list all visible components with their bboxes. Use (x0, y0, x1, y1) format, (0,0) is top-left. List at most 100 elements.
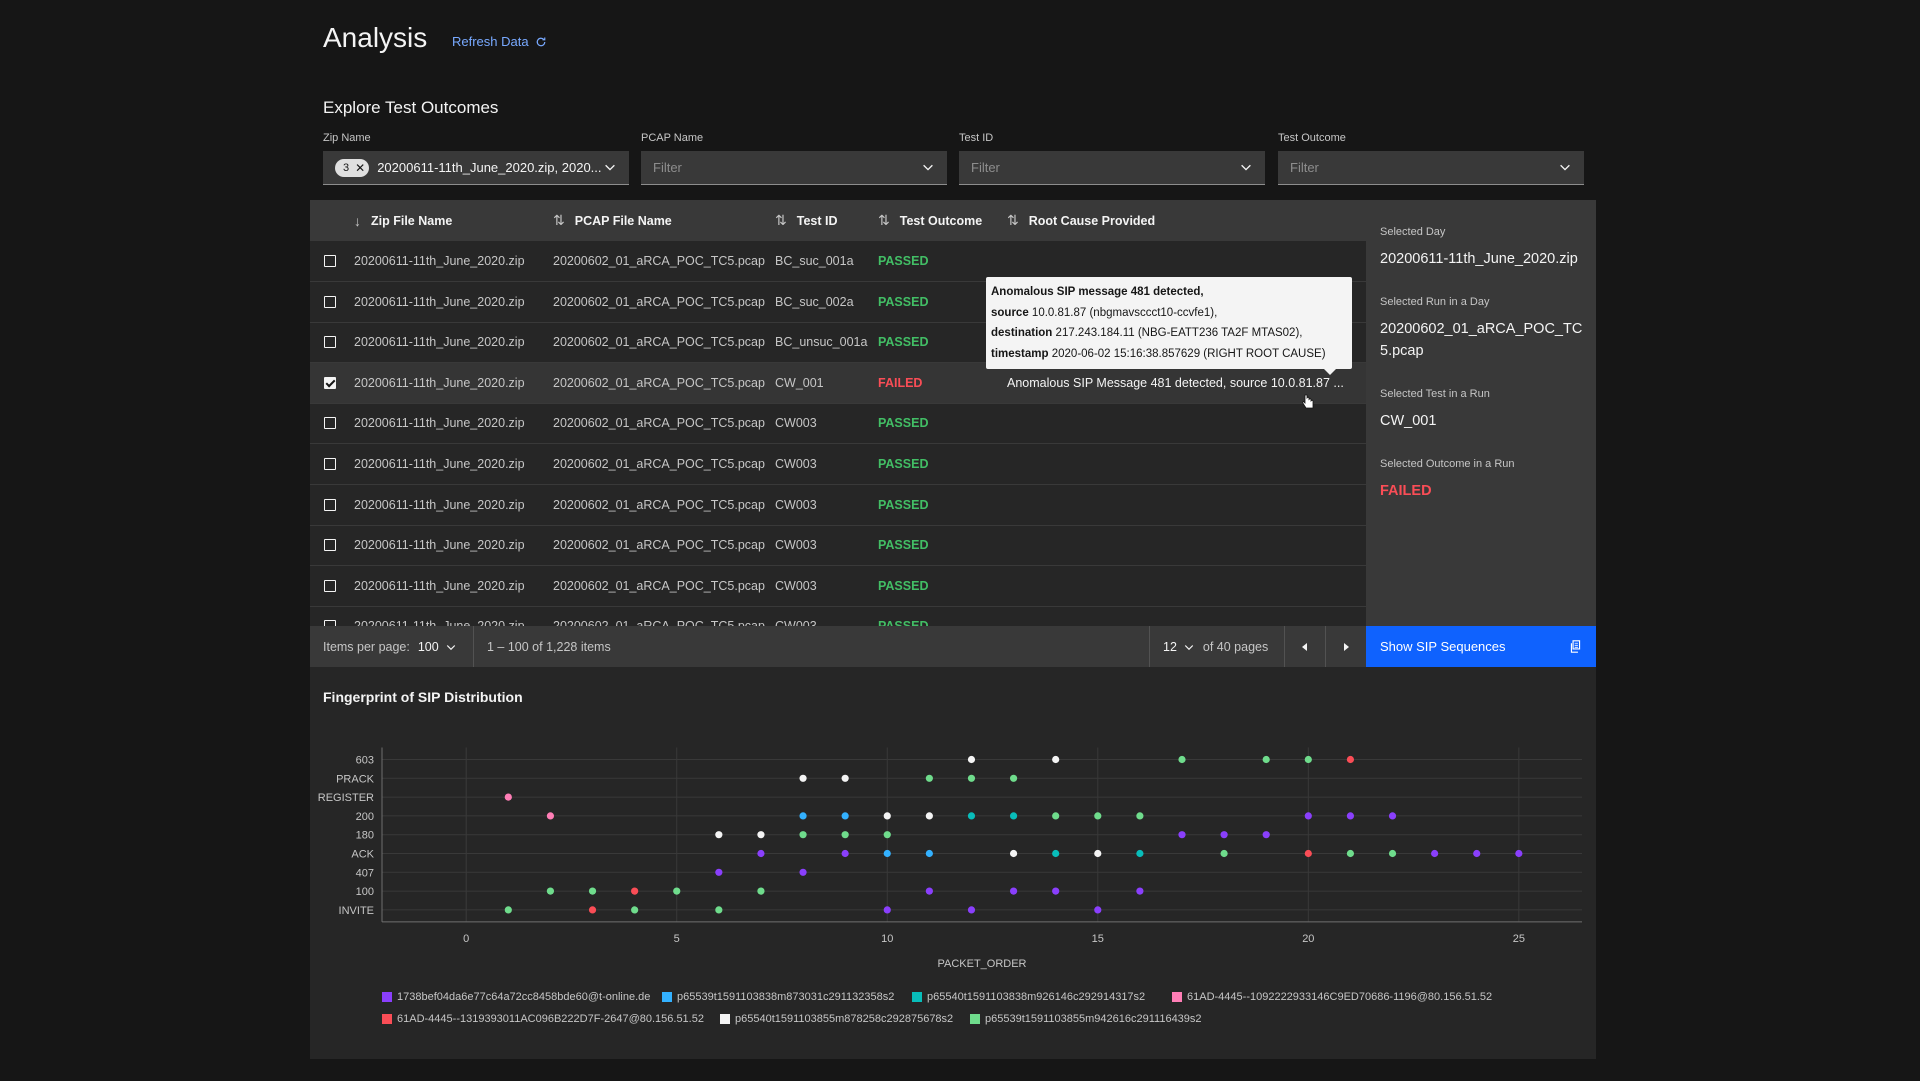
row-checkbox[interactable] (324, 606, 336, 626)
data-point (757, 849, 765, 858)
table-row[interactable]: 20200611-11th_June_2020.zip 20200602_01_a… (310, 362, 1366, 404)
hand-cursor-icon (1301, 394, 1314, 409)
table-row[interactable]: 20200611-11th_June_2020.zip 20200602_01_a… (310, 606, 1366, 626)
pager-divider (1149, 626, 1150, 667)
cell-test-id: CW003 (775, 457, 817, 471)
table-row[interactable]: 20200611-11th_June_2020.zip 20200602_01_a… (310, 525, 1366, 567)
clear-selection-icon[interactable]: ✕ (355, 160, 366, 175)
row-checkbox[interactable] (324, 485, 336, 525)
items-range: 1 – 100 of 1,228 items (487, 639, 611, 654)
prev-page-button[interactable] (1284, 626, 1325, 667)
cell-test-id: CW003 (775, 497, 817, 512)
table-row[interactable]: 20200611-11th_June_2020.zip 20200602_01_a… (310, 485, 1366, 526)
row-checkbox[interactable] (324, 403, 336, 443)
checkbox[interactable] (324, 498, 336, 511)
data-point (883, 906, 891, 914)
test-id-dropdown[interactable]: Filter (959, 151, 1265, 185)
table-row[interactable]: 20200611-11th_June_2020.zip 20200602_01_a… (310, 403, 1366, 445)
legend-item[interactable]: 61AD-4445--1092222933146C9ED70686-1196@8… (1172, 991, 1492, 1003)
legend-item[interactable]: p65540t1591103855m878258c292875678s2 (720, 1013, 953, 1025)
refresh-data-button[interactable]: Refresh Data (452, 34, 547, 49)
y-tick-label: 200 (356, 811, 374, 823)
col-outcome-label: Test Outcome (899, 213, 983, 228)
cell-outcome: PASSED (878, 294, 929, 309)
selected-day-value: 20200611-11th_June_2020.zip (1380, 251, 1578, 267)
checkbox-checked[interactable] (324, 376, 336, 389)
selected-count-tag[interactable]: 3 ✕ (335, 158, 370, 177)
items-per-page-select[interactable]: 100 (418, 640, 439, 654)
next-page-button[interactable] (1325, 626, 1366, 667)
tooltip-caret (1324, 369, 1336, 375)
data-point (504, 793, 512, 801)
x-axis-label: PACKET_ORDER (937, 958, 1026, 970)
table-row[interactable]: 20200611-11th_June_2020.zip 20200602_01_a… (310, 241, 1366, 282)
row-checkbox[interactable] (324, 241, 336, 281)
data-point (1178, 831, 1186, 839)
data-point (757, 831, 765, 839)
checkbox[interactable] (324, 295, 336, 308)
test-id-filter: Test ID Filter (959, 132, 1265, 185)
sip-scatter-chart: 0 5 10 15 20 25 INVITE 100 407 ACK 180 200 REGISTER P… (318, 747, 1582, 970)
legend-item[interactable]: p65539t1591103838m873031c291132358s2 (662, 991, 894, 1003)
legend-swatch (382, 992, 392, 1002)
page-number: 12 (1163, 639, 1177, 654)
checkbox[interactable] (324, 255, 336, 267)
row-checkbox[interactable] (324, 322, 336, 362)
cell-outcome: PASSED (878, 457, 929, 471)
refresh-label: Refresh Data (452, 34, 529, 49)
col-zip-file-name[interactable]: ↓ Zip File Name (354, 200, 452, 241)
checkbox[interactable] (324, 417, 336, 430)
zip-name-dropdown[interactable]: 3 ✕ 20200611-11th_June_2020.zip, 2020... (323, 151, 629, 185)
cell-outcome: FAILED (878, 375, 923, 390)
page-select[interactable]: 12 of 40 pages (1163, 626, 1268, 667)
table-row[interactable]: 20200611-11th_June_2020.zip 20200602_01_a… (310, 282, 1366, 323)
row-checkbox[interactable] (324, 363, 336, 403)
data-point (1262, 755, 1270, 764)
test-outcome-dropdown[interactable]: Filter (1278, 151, 1584, 185)
y-tick-label: ACK (351, 849, 374, 861)
col-pcap-file-name[interactable]: ⇅ PCAP File Name (553, 200, 672, 241)
data-point (715, 868, 723, 876)
checkbox[interactable] (324, 620, 336, 626)
legend-label: p65540t1591103855m878258c292875678s2 (735, 1013, 954, 1025)
legend-swatch (662, 992, 672, 1002)
checkbox[interactable] (324, 336, 336, 349)
data-point (841, 831, 849, 839)
data-point (1094, 812, 1102, 820)
data-point (1220, 831, 1228, 839)
data-point (1388, 849, 1397, 858)
legend-item[interactable]: 1738bef04da6e77c64a72cc8458bde60@t-onlin… (382, 991, 650, 1003)
table-row[interactable]: 20200611-11th_June_2020.zip 20200602_01_a… (310, 444, 1366, 485)
checkbox[interactable] (324, 579, 336, 592)
row-checkbox[interactable] (324, 282, 336, 322)
show-sip-sequences-button[interactable]: Show SIP Sequences (1366, 626, 1596, 667)
row-checkbox[interactable] (324, 444, 336, 484)
legend-item[interactable]: p65539t1591103855m942616c291116439s2 (970, 1013, 1202, 1025)
selected-run: Selected Run in a Day 20200602_01_aRCA_P… (1380, 296, 1590, 362)
pcap-name-dropdown[interactable]: Filter (641, 151, 947, 185)
pcap-name-filter: PCAP Name Filter (641, 132, 947, 185)
checkbox[interactable] (324, 458, 336, 470)
col-test-outcome[interactable]: ⇅ Test Outcome (878, 200, 982, 241)
row-checkbox[interactable] (324, 525, 336, 565)
legend-item[interactable]: p65540t1591103838m926146c292914317s2 (912, 991, 1145, 1003)
col-test-id[interactable]: ⇅ Test ID (775, 200, 837, 241)
row-checkbox[interactable] (324, 566, 336, 606)
checkbox[interactable] (324, 539, 336, 552)
cell-test-id: BC_suc_002a (775, 294, 854, 309)
show-sip-sequences-label: Show SIP Sequences (1380, 639, 1506, 654)
chevron-down-icon (923, 164, 933, 171)
root-cause-tooltip: Anomalous SIP message 481 detected, sour… (986, 277, 1352, 375)
legend-item[interactable]: 61AD-4445--1319393011AC096B222D7F-2647@8… (382, 1013, 704, 1025)
table-row[interactable]: 20200611-11th_June_2020.zip 20200602_01_a… (310, 566, 1366, 607)
y-tick-label: 603 (356, 755, 374, 767)
x-tick-label: 20 (1302, 933, 1314, 945)
col-root-cause[interactable]: ⇅ Root Cause Provided (1007, 200, 1155, 241)
data-point (631, 887, 639, 895)
table-row[interactable]: 20200611-11th_June_2020.zip 20200602_01_a… (310, 322, 1366, 364)
tooltip-headline: Anomalous SIP message 481 detected, (991, 286, 1204, 298)
data-point (1136, 849, 1144, 858)
sort-desc-icon: ↓ (354, 212, 361, 229)
pager-divider (1325, 626, 1326, 667)
tooltip-timestamp-label: timestamp (991, 347, 1049, 360)
